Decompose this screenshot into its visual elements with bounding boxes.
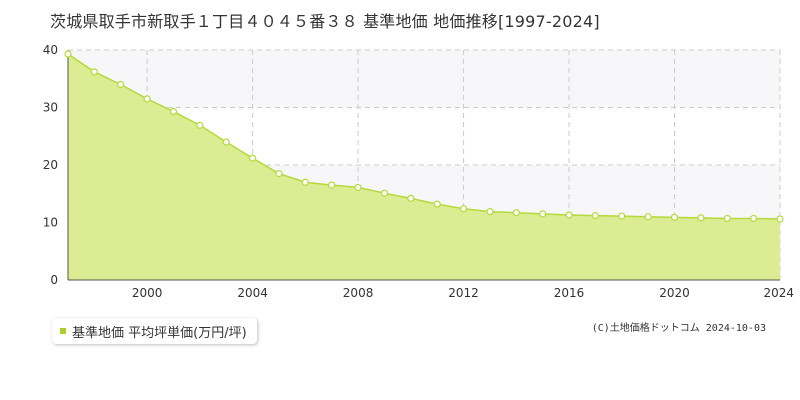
x-tick-label: 2008 — [343, 286, 374, 300]
data-point — [512, 209, 520, 217]
data-point — [433, 200, 441, 208]
data-point — [196, 121, 204, 129]
data-point — [697, 214, 705, 222]
data-point — [750, 214, 758, 223]
x-tick-label: 2016 — [554, 286, 585, 300]
data-point — [565, 211, 573, 219]
area-layer — [67, 53, 781, 281]
data-point — [169, 107, 178, 116]
y-tick-label: 20 — [43, 158, 58, 172]
series-area — [68, 54, 780, 281]
data-point — [723, 214, 731, 223]
legend-label: 基準地価 平均坪単価(万円/坪) — [72, 325, 247, 341]
data-point — [618, 212, 626, 220]
data-point — [64, 50, 72, 58]
data-point — [380, 189, 389, 197]
x-tick-label: 2020 — [659, 286, 690, 300]
x-tick-label: 2004 — [237, 286, 268, 300]
y-tick-label: 40 — [43, 43, 58, 57]
y-tick-label: 10 — [43, 216, 58, 230]
data-point — [143, 95, 151, 103]
data-markers — [64, 50, 784, 223]
copyright-credit: (C)土地価格ドットコム 2024-10-03 — [591, 323, 766, 334]
data-point — [776, 215, 784, 223]
series-line — [67, 53, 781, 220]
data-point — [459, 205, 468, 213]
data-point — [248, 154, 257, 162]
data-point — [670, 213, 679, 221]
data-point — [644, 213, 652, 221]
data-point — [486, 207, 494, 216]
legend-swatch — [60, 328, 66, 334]
data-point — [222, 138, 230, 146]
data-point — [301, 178, 309, 186]
axes — [67, 50, 780, 281]
grid-band — [68, 50, 780, 108]
x-tick-label: 2000 — [132, 286, 163, 300]
chart-title: 茨城県取手市新取手１丁目４０４５番３８ 基準地価 地価推移[1997-2024] — [50, 12, 600, 31]
data-point — [354, 183, 362, 192]
x-tick-label: 2024 — [763, 286, 794, 300]
data-point — [407, 194, 415, 202]
data-point — [591, 212, 600, 220]
x-tick-label: 2012 — [448, 286, 479, 300]
data-point — [117, 80, 125, 89]
data-point — [90, 68, 98, 76]
data-point — [328, 181, 336, 189]
data-point — [539, 210, 547, 218]
y-tick-label: 0 — [50, 273, 58, 287]
tick-labels: 0 10 20 30 40 2000 2004 2008 2012 2016 2020 2024 — [43, 43, 794, 300]
data-point — [275, 170, 283, 178]
y-tick-label: 30 — [43, 101, 58, 115]
legend: 基準地価 平均坪単価(万円/坪) — [52, 318, 257, 344]
